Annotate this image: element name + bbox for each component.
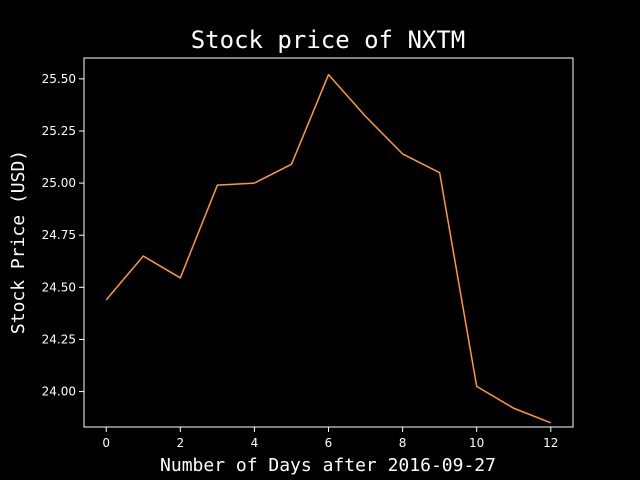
x-tick-label: 2 bbox=[176, 436, 184, 450]
x-tick-label: 6 bbox=[325, 436, 333, 450]
plot-frame bbox=[83, 57, 574, 428]
y-tick-label: 24.00 bbox=[42, 385, 76, 399]
y-tick-label: 24.50 bbox=[42, 280, 76, 294]
y-tick-label: 24.75 bbox=[42, 228, 76, 242]
y-axis: 24.00 24.25 24.50 24.75 25.00 25.25 25.50 bbox=[42, 72, 84, 399]
chart-title: Stock price of NXTM bbox=[191, 26, 466, 54]
y-tick-label: 24.25 bbox=[42, 332, 76, 346]
plot-area bbox=[83, 57, 574, 428]
x-tick-label: 12 bbox=[543, 436, 558, 450]
y-tick-label: 25.00 bbox=[42, 176, 76, 190]
x-axis: 0 2 4 6 8 10 12 bbox=[102, 427, 558, 450]
series-line-0 bbox=[105, 73, 552, 424]
x-tick-label: 8 bbox=[399, 436, 407, 450]
y-axis-label: Stock Price (USD) bbox=[8, 150, 29, 334]
y-tick-label: 25.25 bbox=[42, 124, 76, 138]
y-tick-label: 25.50 bbox=[42, 72, 76, 86]
x-axis-label: Number of Days after 2016-09-27 bbox=[160, 455, 496, 476]
x-tick-label: 10 bbox=[469, 436, 484, 450]
x-tick-label: 0 bbox=[102, 436, 110, 450]
x-tick-label: 4 bbox=[251, 436, 259, 450]
series-group bbox=[105, 73, 552, 424]
